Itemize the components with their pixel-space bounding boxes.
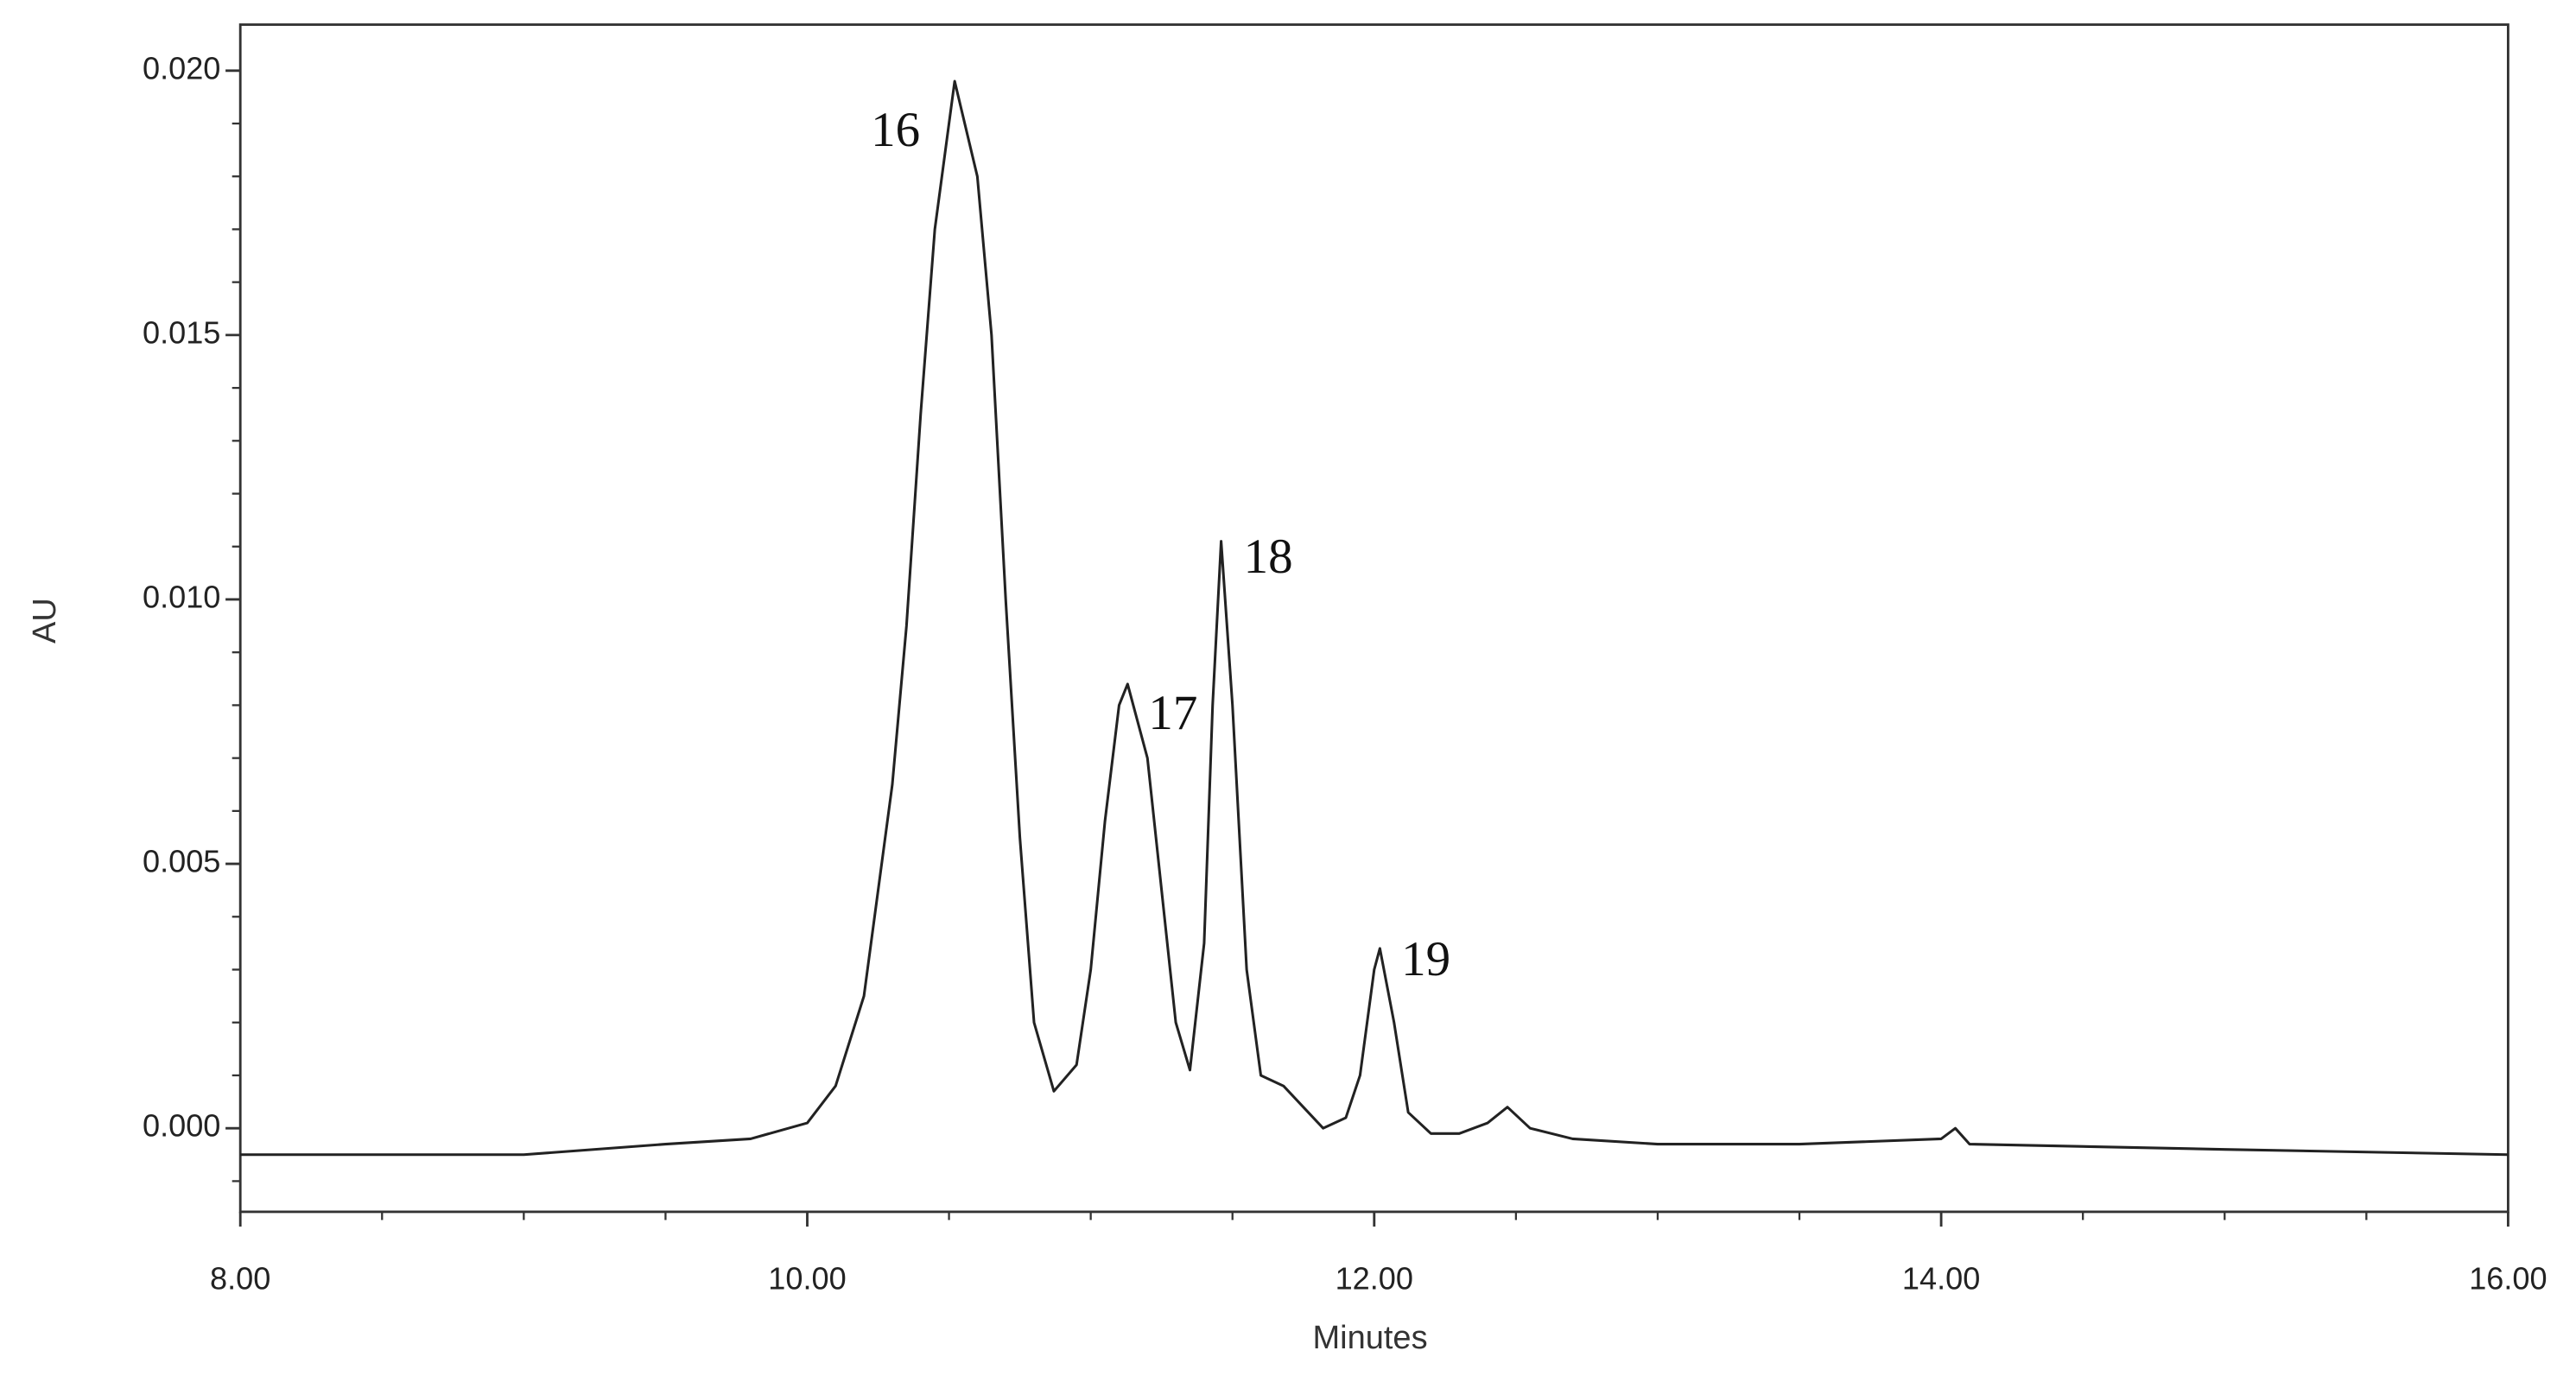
peak-label: 17 [1148, 686, 1197, 740]
x-axis-label: Minutes [1313, 1320, 1428, 1356]
y-axis-label: AU [27, 598, 63, 644]
peak-label: 16 [871, 103, 920, 157]
x-tick-label: 10.00 [768, 1260, 846, 1296]
x-tick-label: 14.00 [1902, 1260, 1980, 1296]
y-tick-label: 0.000 [143, 1108, 220, 1144]
x-tick-label: 8.00 [210, 1260, 270, 1296]
x-tick-label: 12.00 [1336, 1260, 1413, 1296]
chromatogram-line [240, 79, 2509, 1157]
y-tick-label: 0.005 [143, 844, 220, 879]
peak-label: 19 [1401, 932, 1450, 986]
x-tick-label: 16.00 [2469, 1260, 2547, 1296]
y-tick-label: 0.020 [143, 50, 220, 86]
y-tick-label: 0.015 [143, 314, 220, 350]
peak-label: 18 [1244, 529, 1293, 584]
y-tick-label: 0.010 [143, 580, 220, 615]
plot-frame [238, 23, 2509, 1214]
